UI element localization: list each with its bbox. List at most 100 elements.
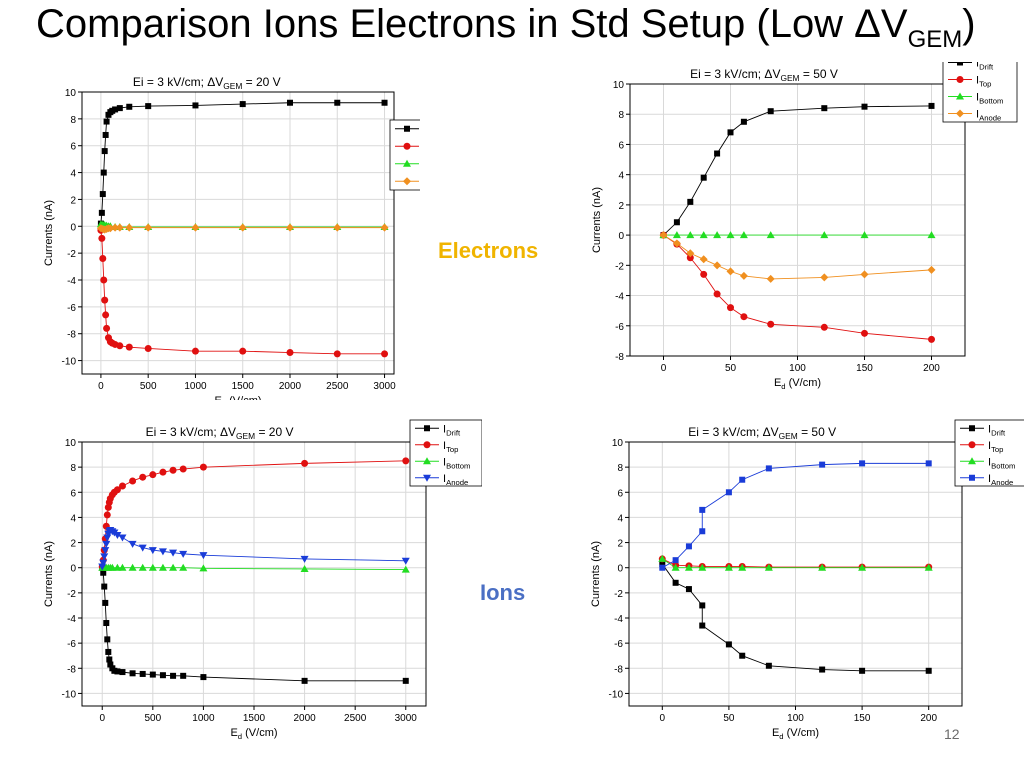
data-point-top — [102, 311, 110, 319]
series-line-bottom — [662, 558, 929, 569]
x-tick-label: 100 — [787, 713, 804, 724]
chart-title: Ei = 3 kV/cm; ΔVGEM = 20 V — [146, 425, 294, 441]
data-point-top — [100, 276, 108, 284]
data-point-top — [239, 347, 247, 355]
y-tick-label: 0 — [70, 564, 76, 575]
data-point-anode — [148, 547, 157, 555]
x-tick-label: 50 — [723, 713, 735, 724]
data-point-drift — [739, 652, 746, 659]
series-line-top — [662, 558, 929, 568]
data-point-bottom — [699, 231, 708, 239]
data-point-top — [700, 270, 708, 278]
data-point-top — [118, 482, 126, 490]
data-point-drift — [180, 672, 187, 679]
data-point-top — [149, 471, 157, 479]
legend — [409, 419, 482, 487]
legend-label-anode: IAnode — [976, 109, 1001, 123]
data-point-drift — [700, 174, 707, 181]
y-tick-label: 8 — [70, 115, 76, 126]
data-point-drift — [685, 586, 692, 593]
data-point-top — [139, 473, 147, 481]
data-point-drift — [99, 191, 106, 198]
slide-title-end: ) — [962, 2, 976, 46]
data-point-bottom — [738, 563, 747, 571]
data-point-top — [402, 457, 410, 465]
data-point-drift — [699, 622, 706, 629]
data-point-drift — [114, 668, 121, 675]
data-point-drift — [673, 219, 680, 226]
legend-label-top: ITop — [988, 440, 1003, 454]
data-point-drift — [119, 669, 126, 676]
data-point-top — [686, 254, 694, 262]
legend-label-bottom: IBottom — [988, 456, 1015, 470]
data-point-drift — [765, 662, 772, 669]
data-point-anode — [101, 547, 110, 555]
data-point-anode — [191, 223, 200, 232]
y-axis-label: Currents (nA) — [43, 541, 55, 607]
data-point-drift — [107, 661, 114, 668]
data-point-drift — [159, 672, 166, 679]
data-point-top — [169, 466, 177, 474]
plot-area — [81, 91, 395, 375]
y-tick-label: 4 — [617, 513, 623, 524]
y-tick-label: 0 — [617, 564, 623, 575]
x-tick-label: 500 — [140, 381, 157, 392]
data-point-drift — [139, 670, 146, 677]
data-point-top — [740, 313, 748, 321]
data-point-anode — [103, 534, 112, 542]
data-point-bottom — [113, 563, 122, 571]
data-point-anode — [713, 261, 722, 270]
x-tick-label: 2000 — [279, 381, 302, 392]
y-tick-label: 0 — [70, 222, 76, 233]
y-tick-label: 10 — [65, 88, 77, 99]
data-point-bottom — [658, 554, 667, 562]
y-tick-label: 2 — [70, 539, 76, 550]
data-point-drift — [287, 99, 293, 106]
data-point-drift — [925, 667, 932, 674]
data-point-drift — [740, 118, 747, 125]
data-point-anode — [725, 489, 732, 496]
y-tick-label: 10 — [65, 438, 77, 449]
y-tick-label: 2 — [618, 201, 624, 212]
x-tick-label: 1000 — [184, 381, 207, 392]
x-tick-label: 1500 — [232, 381, 255, 392]
data-point-bottom — [128, 563, 137, 571]
x-axis-label: Ed (V/cm) — [774, 377, 821, 391]
data-point-top — [99, 255, 107, 263]
data-point-bottom — [199, 564, 208, 572]
legend-marker-bottom — [956, 92, 964, 100]
legend-label-bottom: IBottom — [976, 92, 1003, 106]
data-point-bottom — [108, 563, 117, 571]
y-tick-label: 6 — [618, 140, 624, 151]
x-tick-label: 0 — [99, 713, 105, 724]
legend-marker-anode — [403, 177, 411, 186]
data-point-top — [179, 465, 187, 473]
data-point-bottom — [726, 231, 735, 239]
data-point-drift — [727, 129, 734, 136]
data-point-anode — [300, 555, 309, 563]
data-point-bottom — [148, 563, 157, 571]
data-point-bottom — [684, 563, 693, 571]
data-point-bottom — [764, 563, 773, 571]
legend-marker-top — [423, 441, 431, 449]
data-point-anode — [286, 223, 294, 232]
x-tick-label: 2500 — [326, 381, 349, 392]
y-tick-label: -4 — [614, 614, 623, 625]
data-point-anode — [672, 557, 679, 564]
legend-marker-top — [403, 142, 411, 150]
y-tick-label: 6 — [70, 488, 76, 499]
data-point-anode — [144, 223, 153, 232]
y-tick-label: -4 — [615, 292, 624, 303]
y-tick-label: -6 — [614, 639, 623, 650]
x-tick-label: 0 — [98, 381, 104, 392]
data-point-anode — [179, 550, 188, 558]
data-point-top — [199, 463, 207, 471]
data-point-bottom — [179, 563, 188, 571]
data-point-anode — [111, 223, 120, 232]
legend-marker-drift — [404, 125, 410, 132]
data-point-drift — [819, 666, 826, 673]
data-point-top — [286, 349, 294, 357]
legend-marker-drift — [969, 425, 975, 432]
x-tick-label: 150 — [854, 713, 871, 724]
data-point-anode — [860, 270, 869, 279]
